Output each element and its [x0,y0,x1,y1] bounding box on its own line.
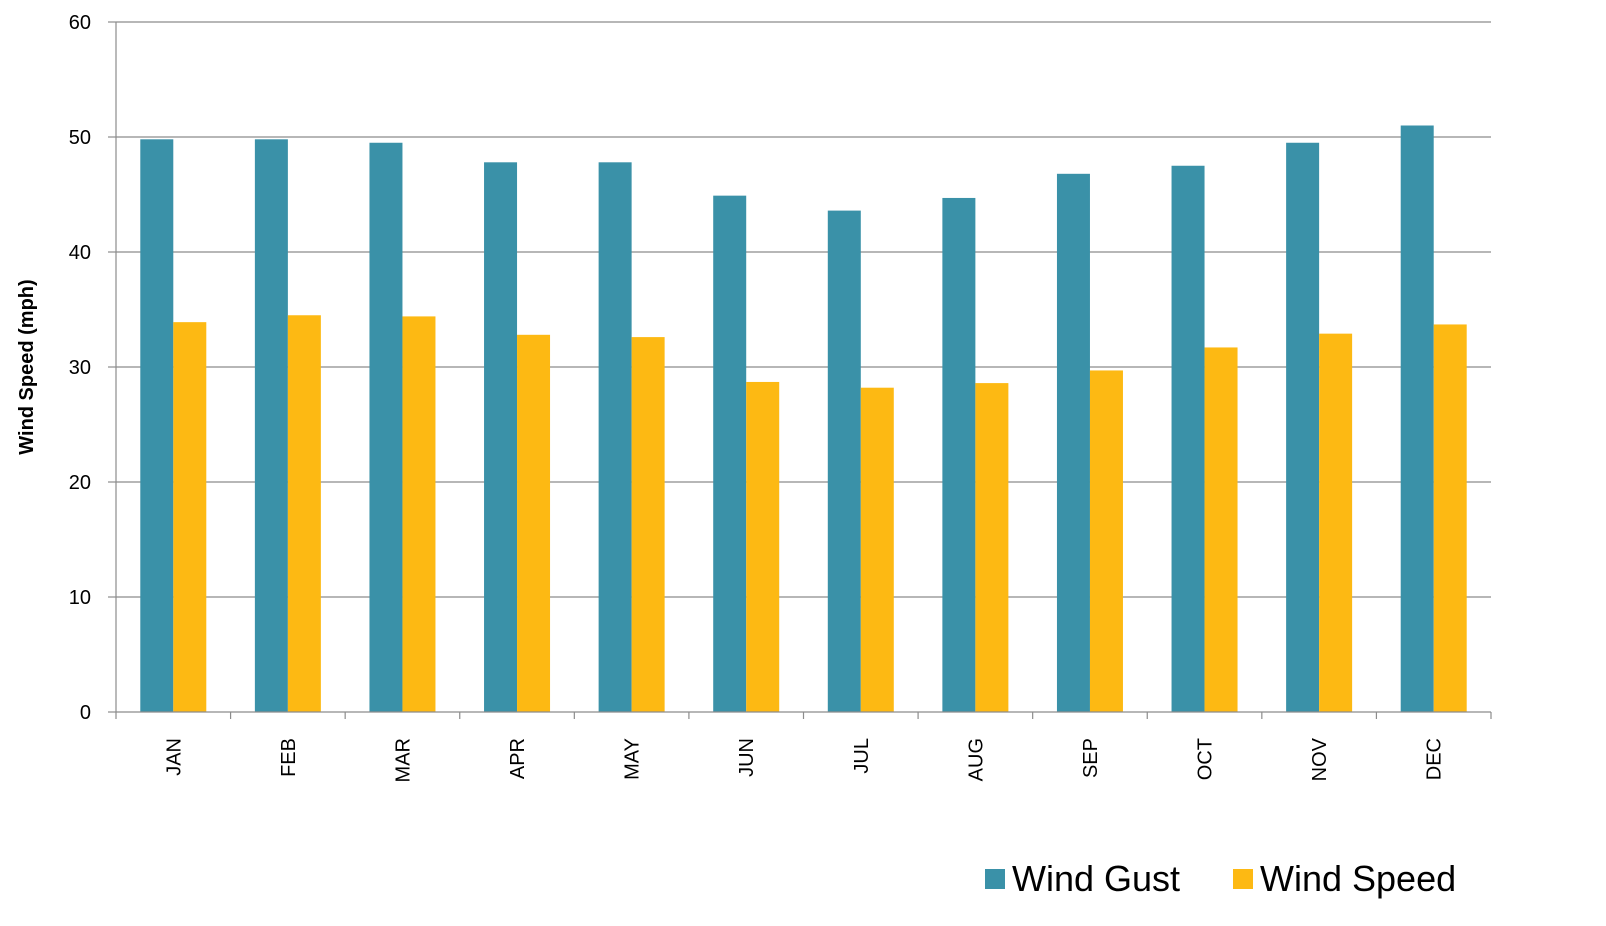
y-tick-label: 0 [80,702,91,724]
x-category-labels: JAN FEB MAR APR MAY JUN JUL AUG SEP OCT NOV DEC [163,737,1445,782]
bar-wind-speed-apr [517,334,551,712]
x-category-label: JUN [736,738,758,777]
y-tick-label: 50 [69,127,91,149]
x-category-label: NOV [1309,737,1331,781]
bar-wind-speed-sep [1089,370,1123,712]
x-category-label: AUG [965,738,987,781]
gridlines [116,21,1491,598]
y-tick-label: 20 [69,472,91,494]
bar-wind-speed-oct [1204,347,1238,712]
bar-wind-speed-jul [860,387,894,712]
bar-wind-speed-dec [1433,324,1467,712]
bar-wind-gust-mar [369,142,403,712]
y-tick-label: 10 [69,587,91,609]
legend: Wind Gust Wind Speed [985,858,1456,899]
bar-wind-gust-oct [1171,165,1205,712]
bar-wind-gust-jul [827,210,861,712]
y-tick-label: 30 [69,357,91,379]
x-category-label: DEC [1424,738,1446,780]
axes [115,22,1492,719]
x-category-label: SEP [1080,738,1102,778]
bar-wind-gust-aug [942,197,976,712]
y-tick-label: 60 [69,12,91,34]
bar-wind-speed-nov [1319,333,1353,712]
y-tick-label: 40 [69,242,91,264]
bar-wind-gust-feb [254,139,288,713]
x-category-label: JUL [851,738,873,774]
y-tick-labels: 0 10 20 30 40 50 60 [69,12,116,724]
x-category-label: MAR [392,738,414,782]
bar-wind-gust-sep [1056,173,1090,713]
x-category-label: JAN [163,738,185,776]
x-category-label: FEB [278,738,300,777]
x-category-label: MAY [622,738,644,780]
legend-swatch-wind-speed [1233,869,1253,889]
legend-swatch-wind-gust [985,869,1005,889]
bar-wind-speed-jun [746,381,780,712]
bar-wind-gust-dec [1400,125,1434,712]
bar-wind-speed-may [631,337,665,712]
bar-wind-gust-jun [713,195,747,712]
legend-label: Wind Gust [1012,858,1180,899]
y-axis-label: Wind Speed (mph) [16,279,38,454]
bars [140,125,1467,713]
x-category-label: APR [507,738,529,779]
bar-wind-gust-apr [484,162,518,713]
bar-wind-speed-jan [173,322,207,712]
bar-wind-gust-may [598,162,632,713]
legend-label: Wind Speed [1260,858,1456,899]
bar-wind-speed-aug [975,383,1009,712]
bar-wind-gust-nov [1286,142,1320,712]
bar-wind-speed-mar [402,316,436,712]
bar-wind-gust-jan [140,139,174,713]
x-category-label: OCT [1195,738,1217,780]
bar-wind-speed-feb [287,315,321,712]
